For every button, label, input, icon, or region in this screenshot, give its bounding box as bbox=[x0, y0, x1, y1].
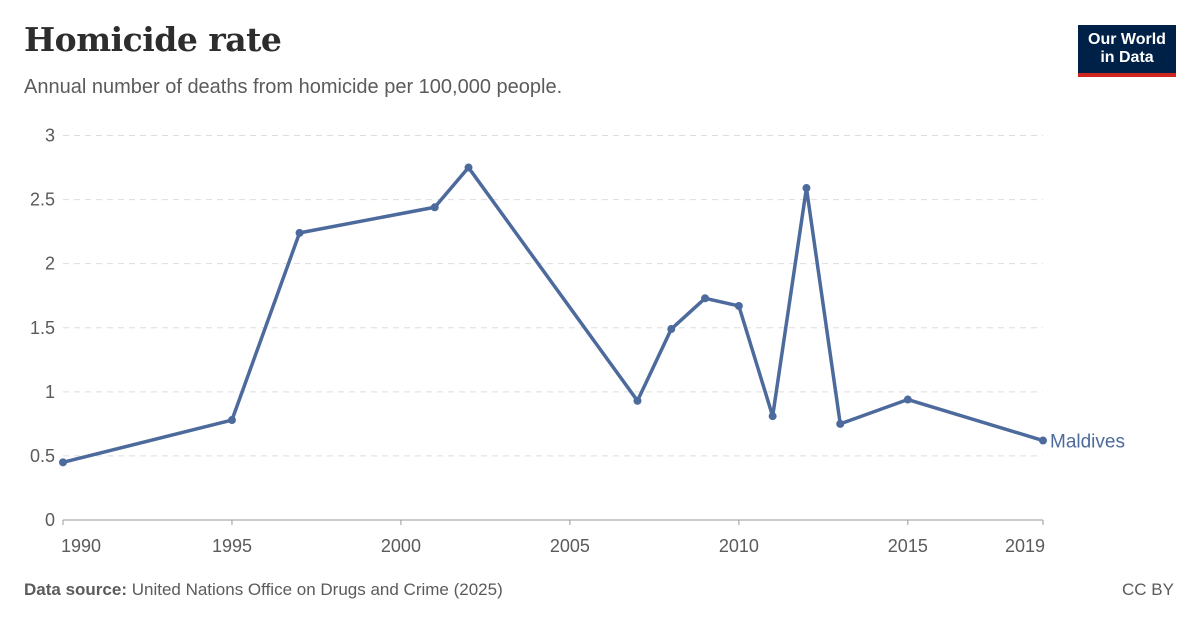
y-tick-label: 2 bbox=[45, 254, 55, 274]
series-maldives[interactable]: Maldives bbox=[59, 163, 1125, 467]
data-point[interactable] bbox=[464, 163, 473, 172]
data-point[interactable] bbox=[667, 325, 676, 334]
chart-subtitle: Annual number of deaths from homicide pe… bbox=[24, 76, 563, 98]
y-tick-label: 0 bbox=[45, 510, 55, 530]
x-tick-label: 1990 bbox=[61, 536, 101, 556]
data-point[interactable] bbox=[633, 396, 642, 405]
data-point[interactable] bbox=[59, 458, 67, 467]
data-point[interactable] bbox=[768, 412, 777, 421]
gridlines bbox=[63, 135, 1043, 457]
x-tick-label: 2005 bbox=[550, 536, 590, 556]
x-tick-label: 2010 bbox=[719, 536, 759, 556]
y-tick-label: 1.5 bbox=[30, 318, 55, 338]
data-source-label: Data source: bbox=[24, 580, 127, 599]
y-tick-label: 2.5 bbox=[30, 190, 55, 210]
data-point[interactable] bbox=[701, 294, 710, 303]
y-tick-label: 0.5 bbox=[30, 446, 55, 466]
data-source-text[interactable]: United Nations Office on Drugs and Crime… bbox=[126, 580, 503, 599]
logo-line-2: in Data bbox=[1100, 49, 1154, 66]
data-point[interactable] bbox=[802, 184, 811, 193]
y-axis-ticks: 0 0.5 1 1.5 2 2.5 3 bbox=[30, 126, 55, 531]
x-tick-label: 2019 bbox=[1005, 536, 1045, 556]
series-label[interactable]: Maldives bbox=[1050, 432, 1125, 453]
data-source: Data source: United Nations Office on Dr… bbox=[24, 580, 503, 600]
x-tick-label: 2000 bbox=[381, 536, 421, 556]
data-point[interactable] bbox=[1039, 436, 1047, 445]
data-point[interactable] bbox=[903, 395, 912, 404]
data-point[interactable] bbox=[734, 301, 743, 310]
license-link[interactable]: CC BY bbox=[1122, 580, 1174, 599]
chart-title: Homicide rate bbox=[24, 20, 282, 59]
logo-line-1: Our World bbox=[1088, 31, 1166, 48]
owid-logo[interactable]: Our World in Data bbox=[1078, 25, 1176, 77]
data-point[interactable] bbox=[295, 228, 304, 237]
x-tick-label: 2015 bbox=[888, 536, 928, 556]
y-tick-label: 3 bbox=[45, 126, 55, 146]
x-tick-label: 1995 bbox=[212, 536, 252, 556]
data-point[interactable] bbox=[836, 419, 845, 428]
y-tick-label: 1 bbox=[45, 382, 55, 402]
data-point[interactable] bbox=[430, 203, 439, 212]
series-line[interactable] bbox=[62, 165, 1044, 465]
x-axis: 1990 1995 2000 2005 2010 2015 2019 bbox=[61, 519, 1045, 556]
data-point[interactable] bbox=[227, 416, 236, 425]
